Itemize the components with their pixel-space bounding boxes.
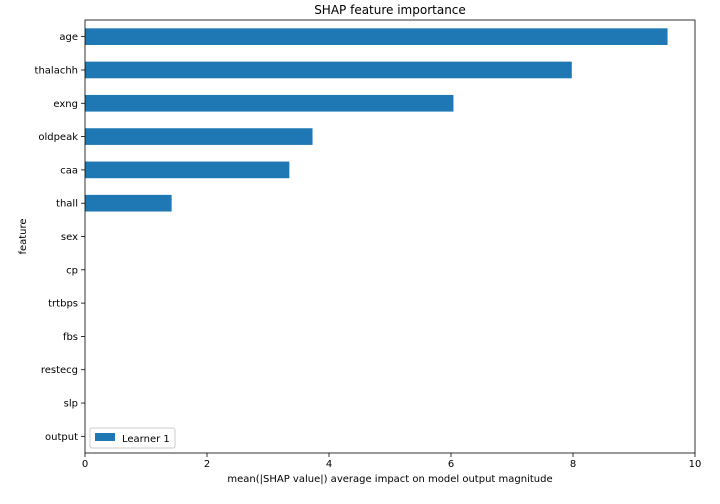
y-tick-label-fbs: fbs bbox=[63, 332, 78, 343]
y-tick-label-exng: exng bbox=[53, 99, 78, 110]
chart-title: SHAP feature importance bbox=[314, 3, 466, 17]
y-tick-label-thall: thall bbox=[56, 199, 78, 210]
bar-exng bbox=[85, 94, 454, 112]
plot-area: age thalachh exng oldpeak caa thall sex cp trtbp… bbox=[35, 19, 702, 470]
x-tick-label-6: 6 bbox=[448, 459, 454, 470]
legend: Learner 1 bbox=[89, 427, 176, 449]
legend-label: Learner 1 bbox=[122, 434, 170, 445]
y-tick-label-restecg: restecg bbox=[41, 365, 78, 376]
y-tick-label-thalachh: thalachh bbox=[35, 65, 78, 76]
bar-age bbox=[85, 28, 668, 45]
y-tick-label-oldpeak: oldpeak bbox=[38, 132, 78, 143]
x-tick-label-10: 10 bbox=[689, 459, 702, 470]
y-tick-label-output: output bbox=[45, 432, 78, 443]
bar-caa bbox=[85, 161, 290, 179]
bar-thalachh bbox=[85, 61, 572, 79]
y-tick-label-sex: sex bbox=[61, 232, 78, 243]
legend-swatch bbox=[95, 433, 115, 441]
y-tick-label-cp: cp bbox=[66, 265, 78, 276]
y-tick-label-trtbps: trtbps bbox=[48, 299, 78, 310]
y-tick-label-age: age bbox=[59, 32, 78, 43]
y-axis-label: feature bbox=[18, 218, 29, 254]
plot-frame bbox=[84, 19, 696, 454]
x-tick-label-2: 2 bbox=[204, 459, 210, 470]
bar-thall bbox=[85, 194, 172, 212]
x-tick-label-8: 8 bbox=[570, 459, 576, 470]
x-tick-label-0: 0 bbox=[82, 459, 88, 470]
bar-oldpeak bbox=[85, 128, 313, 145]
x-axis-label: mean(|SHAP value|) average impact on mod… bbox=[227, 474, 552, 485]
y-tick-label-caa: caa bbox=[60, 165, 78, 176]
x-tick-label-4: 4 bbox=[326, 459, 332, 470]
y-tick-label-slp: slp bbox=[64, 399, 78, 410]
